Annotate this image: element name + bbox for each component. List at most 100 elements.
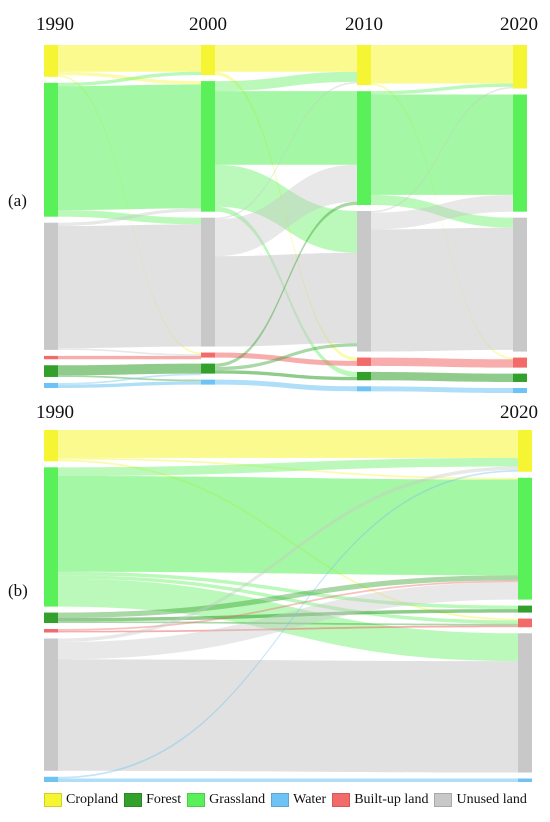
node-2010-unused-land bbox=[357, 210, 371, 352]
panel-0: 1990 2000 2010 2020 (a) bbox=[8, 14, 538, 393]
node-2020-forest bbox=[513, 373, 527, 382]
node-2020-built-up-land bbox=[518, 618, 532, 628]
node-2020-cropland bbox=[513, 45, 527, 89]
legend-label: Cropland bbox=[66, 792, 119, 807]
node-1990-grassland bbox=[44, 82, 58, 217]
node-2020-water bbox=[518, 778, 532, 782]
flow-grassland-to-unused-land bbox=[215, 164, 357, 253]
flow-unused-land-to-unused-land bbox=[58, 224, 201, 349]
flow-forest-to-unused-land bbox=[215, 343, 357, 371]
node-2000-forest bbox=[201, 363, 215, 374]
legend-item-grassland: Grassland bbox=[187, 792, 265, 808]
node-2020-cropland bbox=[518, 430, 532, 472]
panel-label: (b) bbox=[8, 581, 28, 600]
node-2020-unused-land bbox=[518, 633, 532, 773]
flow-unused-land-to-grassland bbox=[371, 194, 513, 230]
flow-forest-to-grassland bbox=[58, 575, 518, 618]
node-2000-built-up-land bbox=[201, 352, 215, 358]
node-2020-built-up-land bbox=[513, 357, 527, 368]
flow-built-up-land-to-grassland bbox=[58, 580, 518, 631]
flow-forest-to-built-up-land bbox=[58, 621, 518, 626]
legend-swatch bbox=[271, 793, 290, 807]
node-2000-cropland bbox=[201, 45, 215, 76]
panel-1: 1990 2020 (b) bbox=[8, 402, 538, 782]
flow-grassland-to-grassland bbox=[371, 94, 513, 195]
legend-swatch bbox=[332, 793, 351, 807]
legend-swatch bbox=[124, 793, 143, 807]
flow-water-to-water bbox=[371, 386, 513, 393]
legend-item-unused-land: Unused land bbox=[434, 792, 527, 808]
flow-built-up-land-to-built-up-land bbox=[215, 352, 357, 366]
flow-unused-land-to-unused-land bbox=[371, 227, 513, 352]
flow-grassland-to-unused-land bbox=[58, 578, 518, 662]
node-2010-water bbox=[357, 386, 371, 392]
node-2010-forest bbox=[357, 371, 371, 381]
flow-water-to-water bbox=[215, 379, 357, 392]
flow-forest-to-water bbox=[58, 375, 201, 382]
flow-forest-to-forest bbox=[58, 363, 201, 376]
flow-forest-to-forest bbox=[371, 371, 513, 382]
flow-cropland-to-built-up-land bbox=[371, 83, 513, 360]
nodes bbox=[44, 430, 532, 782]
node-1990-cropland bbox=[44, 45, 58, 77]
panel-label: (a) bbox=[8, 191, 27, 210]
flow-grassland-to-grassland bbox=[215, 91, 357, 165]
flow-water-to-forest bbox=[58, 373, 201, 385]
flow-forest-to-forest bbox=[215, 370, 357, 381]
flow-built-up-land-to-built-up-land bbox=[58, 625, 518, 633]
node-1990-built-up-land bbox=[44, 355, 58, 360]
flow-forest-to-forest bbox=[58, 609, 518, 622]
flow-grassland-to-cropland bbox=[58, 457, 518, 477]
flow-water-to-water bbox=[58, 778, 518, 782]
flow-water-to-cropland bbox=[58, 470, 518, 779]
node-1990-forest bbox=[44, 612, 58, 624]
node-2000-unused-land bbox=[201, 217, 215, 347]
period-label-1990: 1990 bbox=[36, 14, 74, 35]
legend: Cropland Forest Grassland Water Built-up lan… bbox=[44, 792, 533, 808]
flows bbox=[58, 430, 518, 782]
legend-swatch bbox=[44, 793, 62, 807]
flow-unused-land-to-grassland bbox=[58, 208, 201, 227]
node-2010-built-up-land bbox=[357, 357, 371, 366]
node-2020-unused-land bbox=[513, 217, 527, 352]
legend-item-water: Water bbox=[271, 792, 326, 808]
period-label-2000: 2000 bbox=[189, 14, 227, 35]
legend-label: Built-up land bbox=[354, 792, 429, 807]
flow-unused-land-to-unused-land bbox=[58, 659, 518, 773]
flow-grassland-to-built-up-land bbox=[58, 575, 518, 624]
flow-cropland-to-grassland bbox=[58, 71, 201, 85]
flow-cropland-to-grassland bbox=[58, 457, 518, 480]
period-label-2020: 2020 bbox=[500, 14, 538, 35]
flow-grassland-to-grassland bbox=[58, 476, 518, 576]
legend-label: Water bbox=[293, 792, 327, 807]
flow-cropland-to-cropland bbox=[58, 430, 518, 458]
node-1990-forest bbox=[44, 365, 58, 377]
node-2000-grassland bbox=[201, 81, 215, 212]
period-label-2010: 2010 bbox=[345, 14, 383, 35]
flow-unused-land-to-grassland bbox=[58, 582, 518, 660]
flow-grassland-to-unused-land bbox=[371, 194, 513, 228]
node-1990-built-up-land bbox=[44, 629, 58, 633]
legend-label: Unused land bbox=[456, 792, 527, 807]
legend-item-forest: Forest bbox=[124, 792, 181, 808]
node-2020-grassland bbox=[513, 94, 527, 212]
flow-grassland-to-forest bbox=[58, 571, 518, 610]
node-1990-water bbox=[44, 382, 58, 388]
flow-forest-to-grassland bbox=[215, 201, 357, 367]
nodes bbox=[44, 45, 527, 393]
node-2020-water bbox=[513, 387, 527, 393]
node-2020-forest bbox=[518, 605, 532, 613]
flow-cropland-to-cropland bbox=[58, 45, 201, 72]
node-2010-cropland bbox=[357, 45, 371, 86]
period-label-2020: 2020 bbox=[500, 402, 538, 423]
flow-cropland-to-built-up-land bbox=[215, 71, 357, 361]
flow-grassland-to-cropland bbox=[58, 71, 201, 87]
flow-grassland-to-cropland bbox=[371, 83, 513, 95]
flow-cropland-to-built-up-land bbox=[58, 75, 201, 355]
node-1990-cropland bbox=[44, 430, 58, 462]
node-2000-water bbox=[201, 379, 215, 385]
legend-swatch bbox=[434, 793, 453, 807]
flow-unused-land-to-cropland bbox=[58, 466, 518, 642]
node-1990-grassland bbox=[44, 467, 58, 607]
